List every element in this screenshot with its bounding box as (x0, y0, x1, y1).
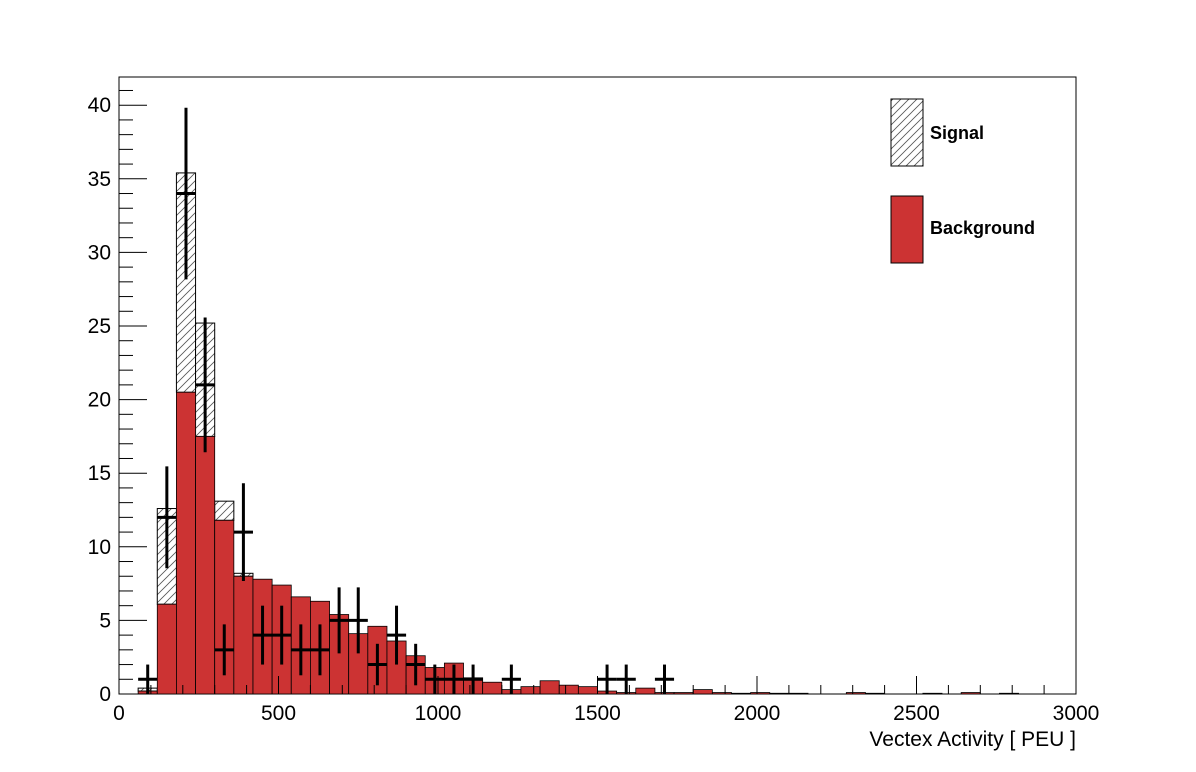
background-bar (845, 692, 866, 695)
background-bar (788, 692, 809, 695)
x-tick-label: 1500 (574, 702, 621, 725)
y-tick-label: 30 (88, 241, 111, 264)
background-bar (635, 687, 656, 695)
x-axis-title: Vectex Activity [ PEU ] (869, 728, 1076, 751)
background-bar (558, 684, 579, 695)
background-bar (999, 692, 1019, 695)
legend-background-label: Background (930, 218, 1035, 238)
data-point (233, 483, 253, 581)
background-bar (577, 686, 598, 695)
x-tick-label: 1000 (415, 702, 462, 725)
background-bar (156, 603, 177, 695)
background-bar (176, 391, 196, 695)
legend-signal-swatch (890, 98, 924, 167)
background-bar (960, 692, 981, 695)
y-axis: 0 5 10 15 20 25 30 35 40 (88, 89, 147, 706)
background-bar (769, 692, 790, 695)
background-bar (539, 680, 560, 695)
background-bar (673, 692, 694, 695)
background-bar (731, 692, 752, 695)
data-point (616, 664, 636, 694)
background-bar (195, 435, 216, 695)
data-point (157, 466, 177, 569)
legend: Signal Background (890, 98, 1035, 264)
data-point (444, 664, 464, 694)
data-point (329, 587, 349, 654)
x-tick-label: 0 (113, 702, 125, 725)
x-tick-label: 500 (261, 702, 296, 725)
background-bar (865, 692, 886, 695)
data-point (425, 664, 445, 694)
signal-bar (214, 500, 235, 521)
data-point (348, 587, 368, 654)
y-tick-label: 10 (88, 536, 111, 559)
data-point (310, 624, 330, 676)
y-tick-label: 5 (99, 609, 111, 632)
data-point (176, 107, 196, 280)
background-bar (750, 692, 771, 695)
x-axis: 0 500 1000 1500 2000 2500 3000 (113, 676, 1099, 725)
data-point (272, 605, 292, 665)
background-bar (233, 575, 254, 695)
data-point (252, 605, 273, 665)
data-point (138, 664, 158, 694)
y-tick-label: 0 (99, 683, 111, 706)
x-tick-label: 2000 (734, 702, 781, 725)
y-tick-label: 25 (88, 315, 111, 338)
y-tick-label: 15 (88, 462, 111, 485)
data-point (367, 643, 387, 686)
data-point (214, 624, 234, 676)
legend-signal-label: Signal (930, 123, 984, 143)
x-tick-label: 2500 (893, 702, 940, 725)
background-bars (137, 391, 1019, 695)
background-bar (520, 686, 541, 695)
data-point (195, 317, 215, 453)
background-bar (692, 689, 713, 695)
legend-background-swatch (890, 195, 924, 264)
y-tick-label: 40 (88, 94, 111, 117)
data-point (597, 664, 617, 694)
y-tick-label: 20 (88, 389, 111, 412)
data-point (463, 664, 483, 694)
data-point (406, 643, 426, 686)
data-points (138, 107, 675, 694)
data-point (501, 664, 521, 694)
data-point (654, 664, 675, 694)
y-tick-label: 35 (88, 168, 111, 191)
background-bar (922, 692, 943, 695)
x-tick-label: 3000 (1053, 702, 1100, 725)
background-bar (711, 692, 732, 695)
data-point (386, 605, 407, 665)
background-bar (482, 681, 503, 695)
data-point (291, 624, 311, 676)
